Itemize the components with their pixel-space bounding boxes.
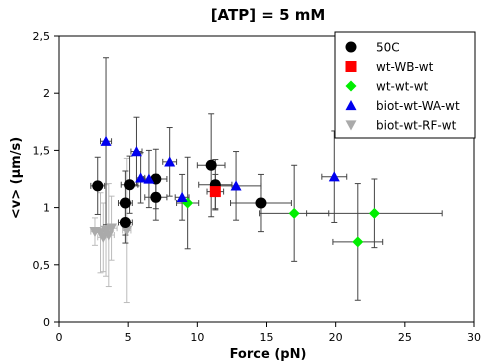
data-point-wt-wt-wt bbox=[352, 236, 364, 248]
y-tick-label: 0,5 bbox=[33, 259, 51, 272]
data-point-biot-wt-WA-wt bbox=[135, 172, 147, 183]
data-point-50C bbox=[119, 197, 131, 209]
data-point-biot-wt-WA-wt bbox=[176, 191, 188, 202]
data-point-biot-wt-WA-wt bbox=[230, 180, 242, 191]
data-point-wt-WB-wt bbox=[209, 186, 221, 198]
data-point-biot-wt-WA-wt bbox=[328, 171, 340, 182]
data-point-50C bbox=[205, 159, 217, 171]
legend-label: wt-wt-wt bbox=[376, 80, 429, 94]
legend-marker-50C bbox=[345, 41, 357, 53]
legend-marker-wt-WB-wt bbox=[345, 61, 357, 72]
data-point-wt-wt-wt bbox=[368, 207, 380, 219]
y-tick-label: 2 bbox=[43, 87, 50, 100]
legend-label: wt-WB-wt bbox=[376, 60, 434, 74]
x-tick-label: 20 bbox=[329, 331, 343, 344]
legend-label: biot-wt-WA-wt bbox=[376, 99, 460, 113]
legend: 50C wt-WB-wt wt-wt-wt biot-wt-WA-wt biot-wt-… bbox=[334, 31, 476, 139]
x-tick-label: 5 bbox=[125, 331, 132, 344]
data-markers bbox=[89, 135, 380, 248]
x-tick-label: 25 bbox=[398, 331, 412, 344]
y-tick-label: 0 bbox=[43, 316, 50, 329]
data-point-biot-wt-WA-wt bbox=[143, 173, 155, 184]
data-point-biot-wt-WA-wt bbox=[130, 146, 142, 157]
data-point-50C bbox=[124, 179, 136, 191]
data-point-biot-wt-WA-wt bbox=[164, 156, 176, 167]
data-point-50C bbox=[92, 180, 104, 192]
data-point-50C bbox=[150, 191, 162, 203]
x-tick-label: 30 bbox=[467, 331, 481, 344]
data-point-biot-wt-RF-wt bbox=[121, 225, 133, 236]
legend-label: 50C bbox=[376, 41, 400, 55]
data-point-biot-wt-RF-wt bbox=[106, 223, 118, 234]
legend-marker-biot-wt-RF-wt bbox=[345, 120, 357, 131]
axes bbox=[54, 35, 475, 327]
data-point-50C bbox=[255, 197, 267, 209]
x-tick-label: 10 bbox=[190, 331, 204, 344]
y-tick-label: 1,5 bbox=[33, 144, 51, 157]
data-point-biot-wt-WA-wt bbox=[100, 135, 112, 146]
legend-label: biot-wt-RF-wt bbox=[376, 119, 457, 133]
legend-marker-biot-wt-WA-wt bbox=[345, 100, 357, 111]
data-point-50C bbox=[119, 216, 131, 228]
data-point-wt-wt-wt bbox=[288, 207, 300, 219]
legend-frame bbox=[334, 31, 476, 139]
y-tick-label: 2,5 bbox=[33, 30, 51, 43]
y-tick-label: 1 bbox=[43, 202, 50, 215]
x-tick-label: 15 bbox=[260, 331, 274, 344]
x-tick-label: 0 bbox=[56, 331, 63, 344]
tick-labels: 0 5 10 15 20 25 30 0 0,5 1 1,5 2 2,5 bbox=[33, 30, 482, 344]
chart-title: [ATP] = 5 mM bbox=[211, 6, 326, 24]
legend-marker-wt-wt-wt bbox=[345, 80, 357, 92]
x-axis-label: Force (pN) bbox=[230, 347, 307, 362]
y-axis-label: <v> (µm/s) bbox=[9, 137, 24, 219]
